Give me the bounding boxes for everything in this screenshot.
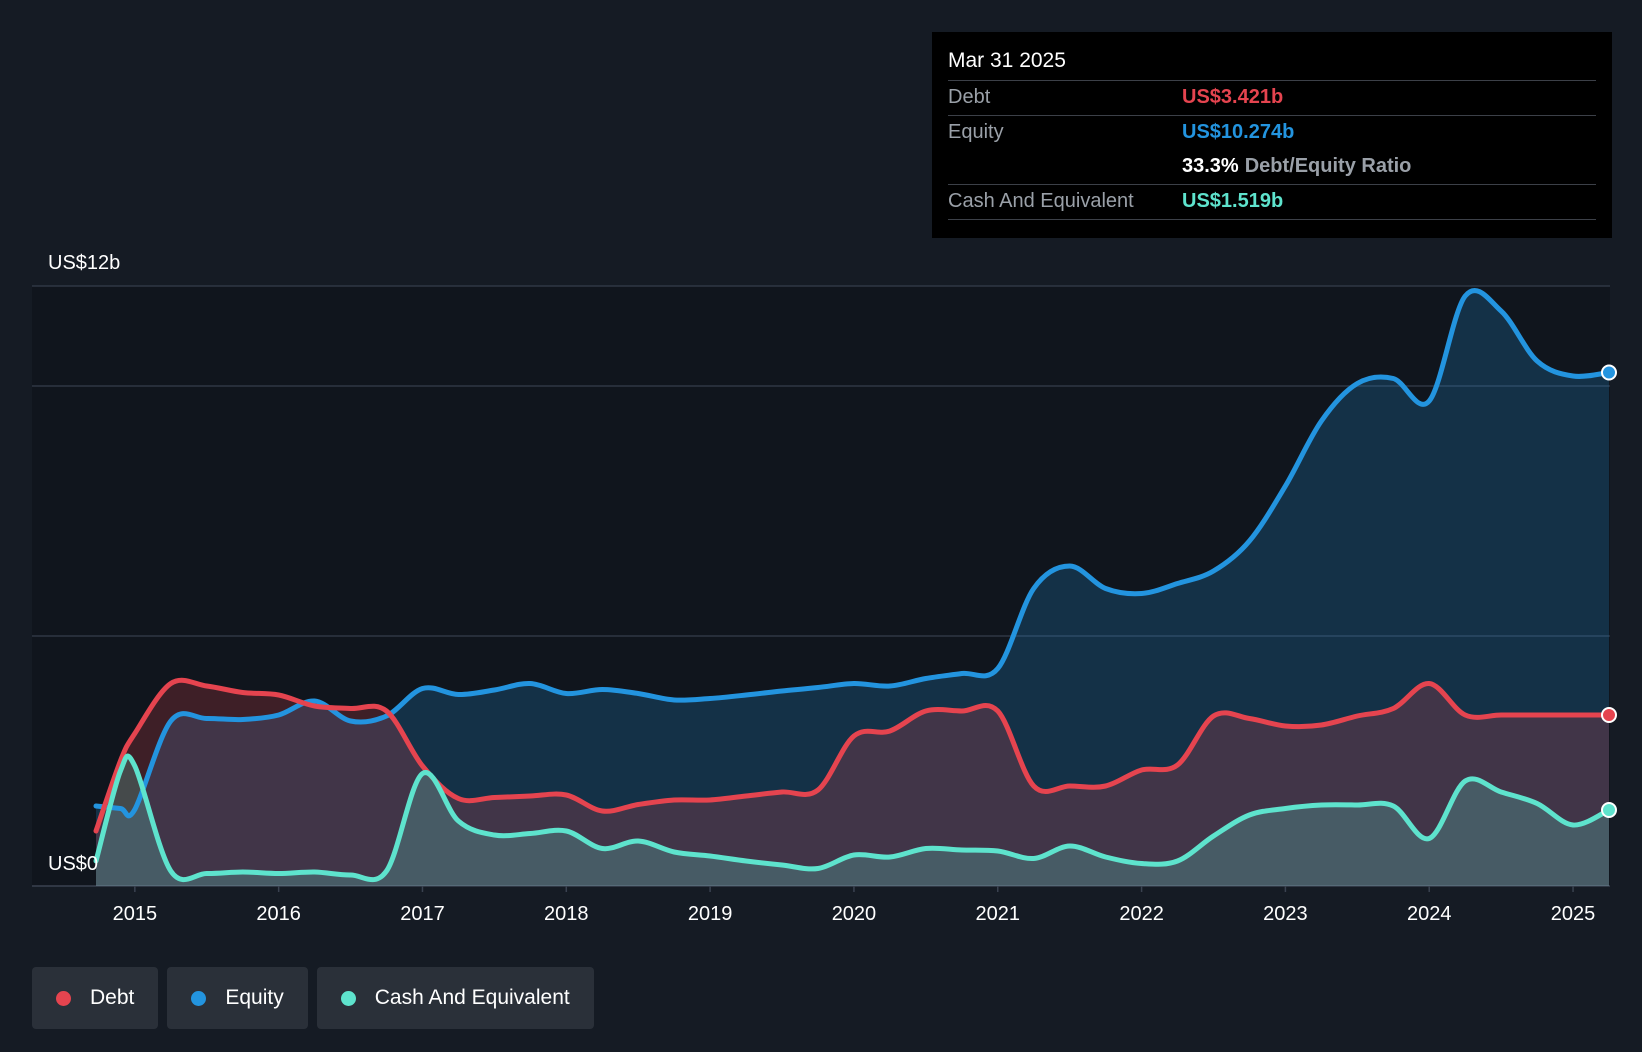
legend-cash-label: Cash And Equivalent (374, 986, 570, 1009)
tooltip-cash-label: Cash And Equivalent (948, 190, 1134, 212)
x-tick-label: 2020 (832, 903, 877, 925)
tooltip-cash-value: US$1.519b (1182, 190, 1284, 212)
legend-debt-label: Debt (90, 986, 135, 1009)
tooltip-debt-value: US$3.421b (1182, 86, 1284, 108)
x-axis-ticks: 2015 2016 2017 2018 2019 2020 2021 2022 2023 2024… (113, 886, 1596, 925)
series-areas (96, 290, 1609, 887)
x-tick-label: 2022 (1119, 903, 1164, 925)
x-tick-label: 2018 (544, 903, 589, 925)
equity-dot-icon (191, 990, 207, 1006)
x-tick-label: 2015 (113, 903, 158, 925)
tooltip-equity-row: Equity US$10.274b (948, 116, 1596, 150)
tooltip-cash-row: Cash And Equivalent US$1.519b (948, 185, 1596, 220)
x-tick-label: 2025 (1551, 903, 1596, 925)
equity-line (93, 288, 1612, 819)
x-tick-label: 2023 (1263, 903, 1308, 925)
x-tick-label: 2021 (976, 903, 1021, 925)
tooltip-ratio-label: Debt/Equity Ratio (1244, 155, 1412, 177)
legend-item-equity[interactable]: Equity (167, 967, 308, 1029)
debt-line (93, 677, 1612, 834)
debt-dot-icon (56, 990, 71, 1006)
debt-area (96, 680, 1609, 886)
tooltip-equity-value: US$10.274b (1182, 121, 1295, 143)
tooltip-equity-label: Equity (948, 121, 1004, 143)
series-endpoints (1601, 364, 1617, 818)
legend-equity-label: Equity (225, 986, 284, 1009)
hover-tooltip: Mar 31 2025 Debt US$3.421b Equity US$10.… (932, 32, 1612, 238)
y-axis-bottom-label: US$0 (48, 853, 98, 875)
y-axis-top-label: US$12b (48, 252, 120, 274)
cash-area (96, 755, 1609, 886)
debt-endpoint-marker (1601, 707, 1617, 723)
cash-line (93, 753, 1612, 883)
chart-legend: Debt Equity Cash And Equivalent (32, 967, 594, 1029)
tooltip-ratio-row: 33.3% Debt/Equity Ratio (948, 150, 1596, 185)
equity-endpoint-marker (1601, 364, 1617, 381)
x-tick-label: 2016 (256, 903, 301, 925)
x-tick-label: 2019 (688, 903, 733, 925)
series-lines (93, 288, 1612, 883)
x-tick-label: 2024 (1407, 903, 1452, 925)
x-tick-label: 2017 (400, 903, 445, 925)
cash-dot-icon (340, 990, 356, 1006)
gridlines (32, 285, 1610, 887)
legend-item-cash[interactable]: Cash And Equivalent (316, 967, 594, 1029)
equity-area (96, 290, 1609, 887)
tooltip-date: Mar 31 2025 (948, 46, 1596, 81)
tooltip-ratio-value: 33.3% (1182, 155, 1239, 177)
tooltip-debt-label: Debt (948, 86, 991, 108)
cash-endpoint-marker (1601, 802, 1617, 818)
tooltip-debt-row: Debt US$3.421b (948, 81, 1596, 116)
legend-item-debt[interactable]: Debt (32, 967, 159, 1029)
